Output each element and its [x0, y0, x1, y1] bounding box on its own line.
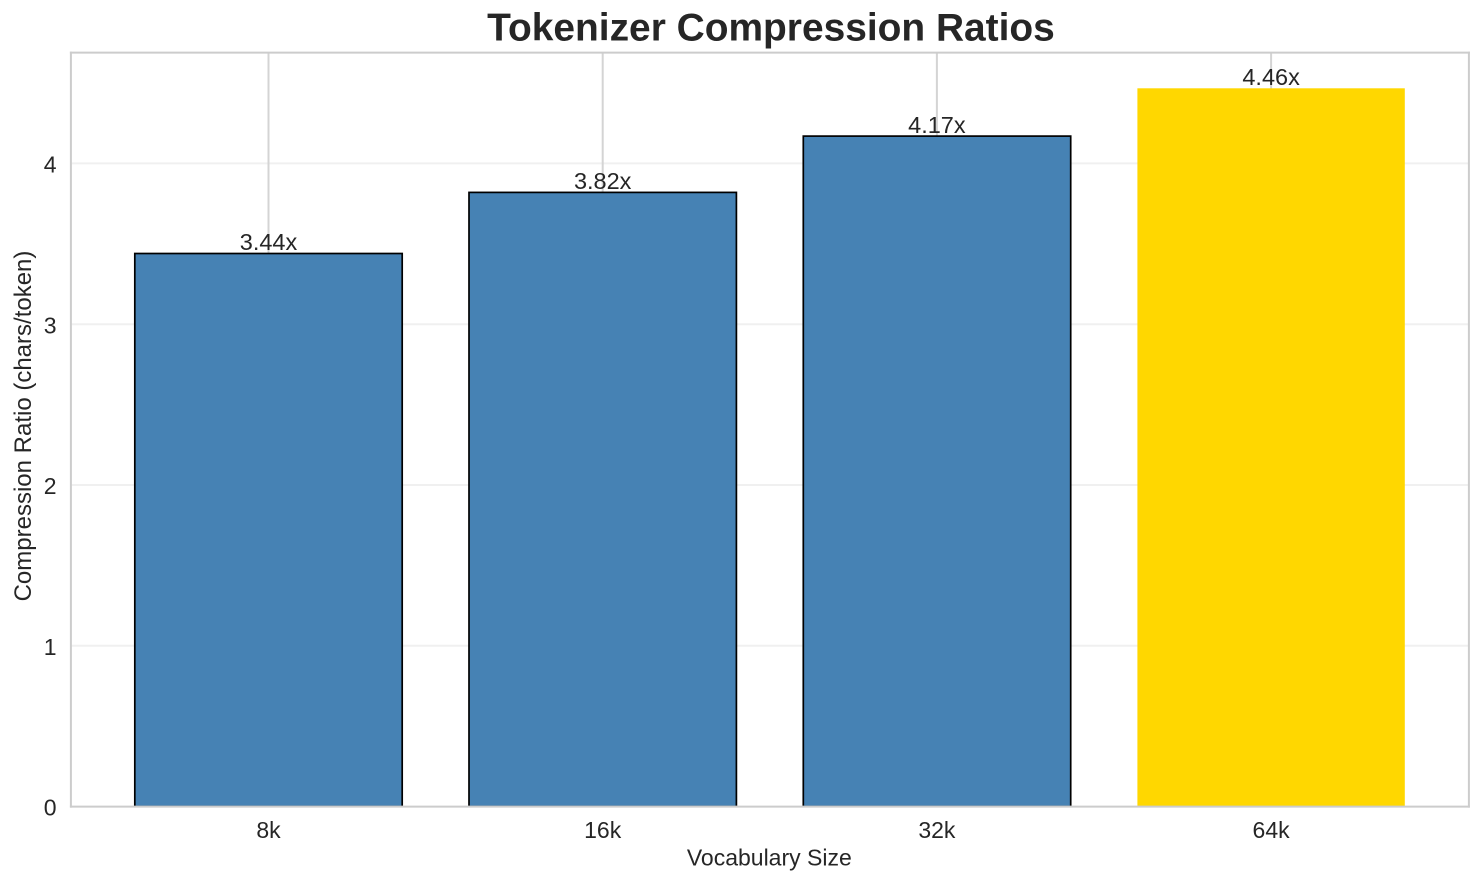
svg-text:Tokenizer Compression Ratios: Tokenizer Compression Ratios — [487, 7, 1055, 50]
svg-text:4.17x: 4.17x — [908, 112, 966, 138]
svg-text:0: 0 — [44, 795, 57, 821]
svg-text:64k: 64k — [1253, 817, 1291, 843]
svg-text:Compression Ratio (chars/token: Compression Ratio (chars/token) — [10, 251, 37, 602]
svg-text:3: 3 — [44, 312, 57, 338]
svg-text:16k: 16k — [584, 817, 622, 843]
svg-text:3.44x: 3.44x — [240, 229, 298, 255]
svg-text:2: 2 — [44, 473, 57, 499]
svg-text:4.46x: 4.46x — [1242, 64, 1300, 90]
svg-text:3.82x: 3.82x — [574, 168, 632, 194]
svg-text:32k: 32k — [918, 817, 956, 843]
svg-text:4: 4 — [44, 152, 57, 178]
svg-text:Vocabulary Size: Vocabulary Size — [687, 845, 852, 871]
svg-text:1: 1 — [44, 634, 57, 660]
svg-text:8k: 8k — [256, 817, 281, 843]
